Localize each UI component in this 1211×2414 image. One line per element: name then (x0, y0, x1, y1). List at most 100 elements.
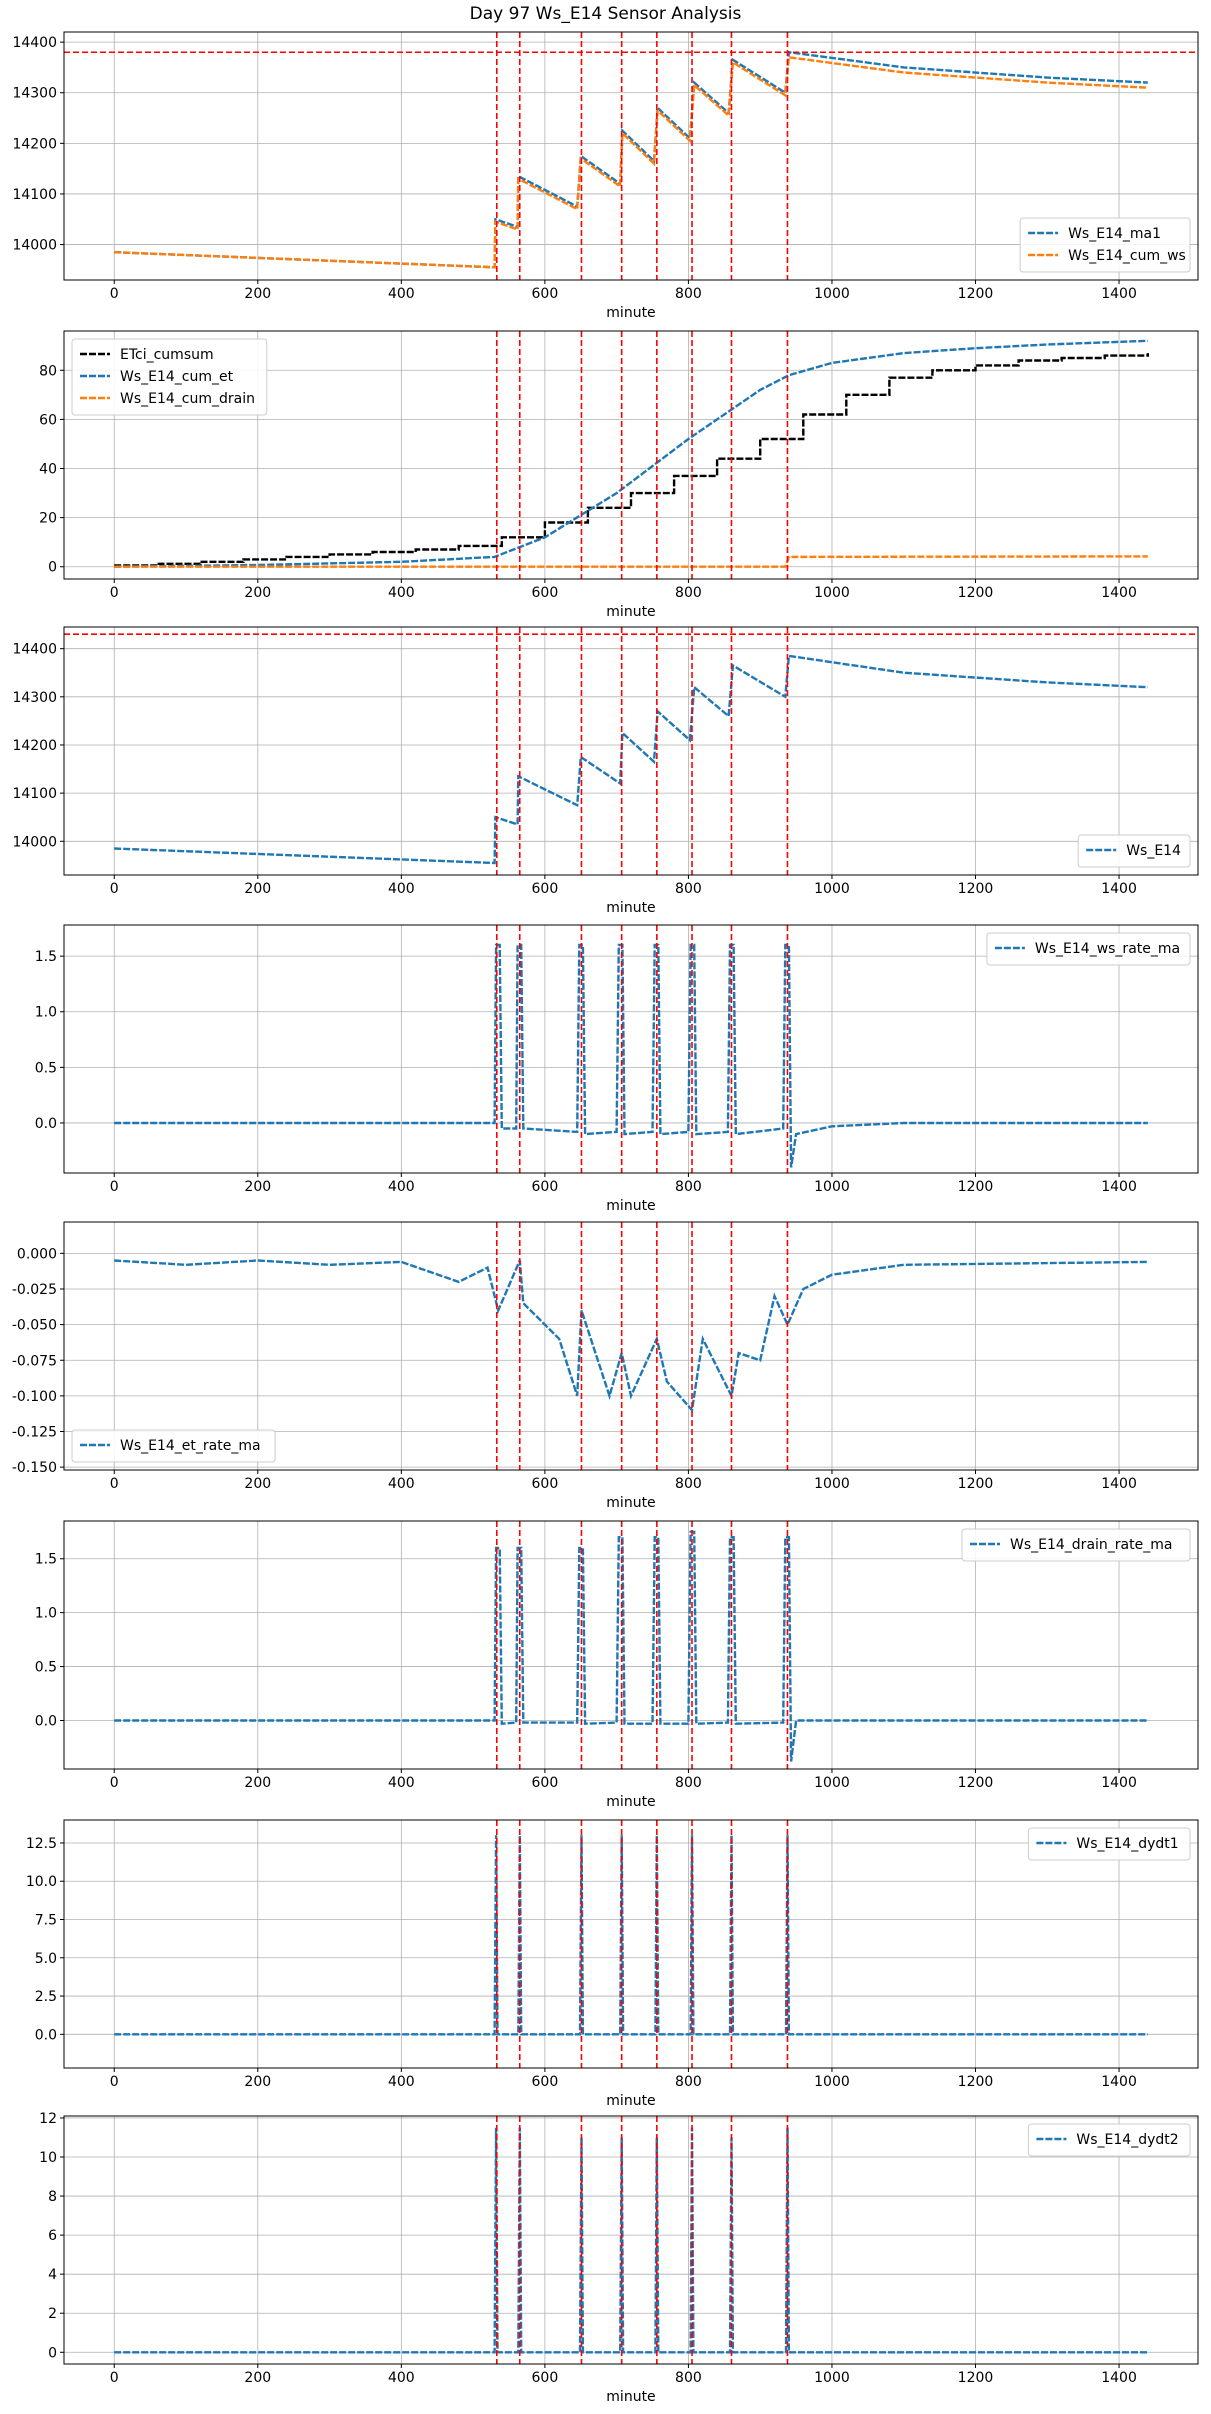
x-tick-label-6: 1200 (958, 2370, 994, 2386)
x-tick-label-0: 0 (110, 286, 119, 302)
x-tick-label-5: 1000 (814, 1775, 850, 1791)
x-tick-label-3: 600 (532, 881, 559, 897)
legend-label-Ws_E14_cum_drain: Ws_E14_cum_drain (120, 391, 255, 407)
legend-label-Ws_E14: Ws_E14 (1126, 843, 1181, 859)
x-tick-label-5: 1000 (814, 2074, 850, 2090)
x-axis-label: minute (606, 305, 655, 321)
y-tick-label-1: 20 (39, 511, 57, 527)
chart-panel-8: 0 200 400 600 800 1000 1200 1400 minute 0 2 4 6 8 10 12… (39, 2111, 1199, 2405)
x-tick-label-1: 200 (244, 2370, 271, 2386)
y-tick-label-2: 14200 (12, 738, 57, 754)
x-tick-label-6: 1200 (958, 585, 994, 601)
legend: Ws_E14_dydt1 (1027, 1827, 1191, 1861)
y-tick-label-1: 0.5 (35, 1060, 57, 1076)
x-tick-label-0: 0 (110, 1179, 119, 1195)
x-tick-label-2: 400 (388, 881, 415, 897)
y-tick-label-4: -0.050 (12, 1318, 57, 1334)
plot-area (114, 331, 1149, 579)
legend: Ws_E14_et_rate_ma (71, 1429, 276, 1463)
y-tick-label-2: 14200 (12, 136, 57, 152)
x-tick-label-4: 800 (675, 585, 702, 601)
plot-area (64, 32, 1198, 280)
y-tick-label-5: 12.5 (26, 1836, 57, 1852)
plot-frame (63, 1221, 1199, 1471)
x-tick-label-3: 600 (532, 1179, 559, 1195)
plot-frame (63, 330, 1199, 580)
x-tick-label-4: 800 (675, 2370, 702, 2386)
x-axis-label: minute (606, 900, 655, 916)
y-tick-label-6: 0.000 (17, 1246, 57, 1262)
y-tick-label-2: 40 (39, 462, 57, 478)
x-tick-label-6: 1200 (958, 1775, 994, 1791)
plot-frame (63, 626, 1199, 876)
legend-box (961, 1528, 1191, 1562)
x-axis-label: minute (606, 1198, 655, 1214)
plot-area (114, 1820, 1148, 2068)
y-tick-label-4: 80 (39, 363, 57, 379)
legend: Ws_E14_ma1 Ws_E14_cum_ws (1019, 217, 1191, 273)
y-tick-label-0: 0.0 (35, 2027, 57, 2043)
x-tick-label-1: 200 (244, 1179, 271, 1195)
x-tick-label-2: 400 (388, 1775, 415, 1791)
x-tick-label-4: 800 (675, 1775, 702, 1791)
series-line-Ws_E14_dydt1 (114, 1835, 1148, 2036)
y-tick-label-6: 12 (39, 2111, 57, 2127)
plot-frame (63, 1520, 1199, 1770)
x-tick-label-7: 1400 (1101, 1775, 1137, 1791)
x-tick-label-4: 800 (675, 286, 702, 302)
y-tick-label-1: 14100 (12, 786, 57, 802)
legend: ETci_cumsum Ws_E14_cum_et Ws_E14_cum_drain (71, 338, 268, 416)
y-tick-label-2: 5.0 (35, 1951, 57, 1967)
x-tick-label-4: 800 (675, 881, 702, 897)
x-tick-label-0: 0 (110, 881, 119, 897)
x-tick-label-1: 200 (244, 1775, 271, 1791)
y-tick-label-2: 4 (48, 2267, 57, 2283)
plot-area (114, 1521, 1148, 1769)
legend-box (986, 932, 1191, 966)
x-tick-label-7: 1400 (1101, 2074, 1137, 2090)
y-tick-label-4: 14400 (12, 642, 57, 658)
x-tick-label-3: 600 (532, 1476, 559, 1492)
y-tick-label-1: 2 (48, 2306, 57, 2322)
y-tick-label-3: 1.5 (35, 949, 57, 965)
y-tick-label-3: -0.075 (12, 1353, 57, 1369)
y-tick-label-3: 1.5 (35, 1552, 57, 1568)
x-tick-label-5: 1000 (814, 1476, 850, 1492)
plot-frame (63, 1819, 1199, 2069)
x-tick-label-7: 1400 (1101, 881, 1137, 897)
y-tick-label-0: 0 (48, 560, 57, 576)
legend-label-ETci_cumsum: ETci_cumsum (120, 347, 214, 363)
legend-box (1019, 217, 1191, 273)
chart-panel-4: 0 200 400 600 800 1000 1200 1400 minute 0.0 0.5 1.0… (35, 924, 1199, 1214)
x-tick-label-5: 1000 (814, 881, 850, 897)
x-tick-label-0: 0 (110, 1476, 119, 1492)
x-tick-label-6: 1200 (958, 2074, 994, 2090)
legend-label-Ws_E14_dydt1: Ws_E14_dydt1 (1076, 1836, 1178, 1852)
legend-label-Ws_E14_cum_et: Ws_E14_cum_et (120, 369, 234, 385)
legend-box (1027, 2123, 1191, 2157)
x-axis-label: minute (606, 604, 655, 620)
y-tick-label-0: 14000 (12, 238, 57, 254)
x-tick-label-4: 800 (675, 1179, 702, 1195)
legend-box (1027, 1827, 1191, 1861)
x-tick-label-3: 600 (532, 585, 559, 601)
legend-label-Ws_E14_ws_rate_ma: Ws_E14_ws_rate_ma (1035, 941, 1180, 957)
x-axis-label: minute (606, 2389, 655, 2405)
x-tick-label-7: 1400 (1101, 585, 1137, 601)
x-tick-label-7: 1400 (1101, 1179, 1137, 1195)
y-tick-label-2: -0.100 (12, 1389, 57, 1405)
x-tick-label-1: 200 (244, 286, 271, 302)
series-line-Ws_E14_cum_et (114, 339, 1148, 568)
y-tick-label-0: 0.0 (35, 1713, 57, 1729)
series-line-Ws_E14_ws_rate_ma (114, 943, 1148, 1168)
plot-area (114, 1222, 1148, 1470)
x-tick-label-2: 400 (388, 1476, 415, 1492)
x-tick-label-1: 200 (244, 585, 271, 601)
y-tick-label-1: 2.5 (35, 1989, 57, 2005)
x-tick-label-6: 1200 (958, 286, 994, 302)
plot-area (114, 2116, 1148, 2364)
x-tick-label-3: 600 (532, 2074, 559, 2090)
x-axis-label: minute (606, 2093, 655, 2109)
x-axis-label: minute (606, 1495, 655, 1511)
legend: Ws_E14_drain_rate_ma (961, 1528, 1191, 1562)
